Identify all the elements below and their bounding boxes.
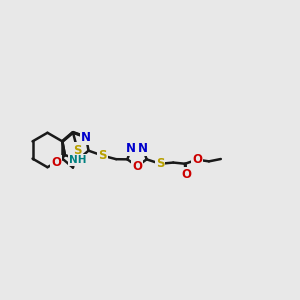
Text: O: O xyxy=(51,156,61,169)
Text: N: N xyxy=(138,142,148,154)
Text: O: O xyxy=(181,168,191,181)
Text: S: S xyxy=(73,143,82,157)
Text: N: N xyxy=(81,130,91,143)
Text: N: N xyxy=(126,142,136,154)
Text: NH: NH xyxy=(69,155,87,165)
Text: S: S xyxy=(98,149,107,162)
Text: S: S xyxy=(156,157,164,170)
Text: O: O xyxy=(192,153,202,166)
Text: O: O xyxy=(132,160,142,173)
